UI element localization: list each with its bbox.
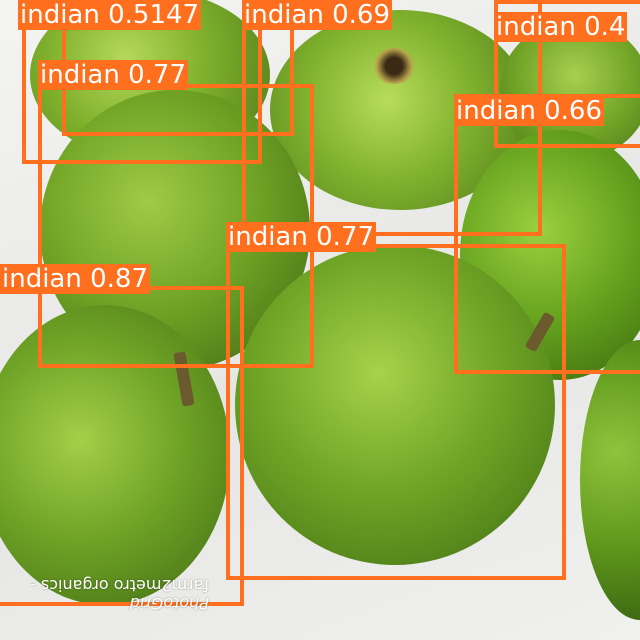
detection-label: indian 0.77 (226, 222, 376, 252)
detection-label: indian 0.5147 (18, 0, 202, 30)
mango-center (235, 245, 555, 565)
detection-label: indian 0.66 (454, 96, 604, 126)
watermark-line: farm2metro organics - (30, 576, 209, 595)
detection-box (226, 244, 566, 580)
detection-label: indian 0.69 (242, 0, 392, 30)
mango-bottom-right (580, 340, 640, 620)
detection-label: indian 0.77 (38, 60, 188, 90)
detection-label: indian 0.87 (0, 264, 150, 294)
mango-stem-end (372, 48, 416, 84)
watermark: PhotoGrid farm2metro organics - (30, 576, 209, 613)
watermark-line: PhotoGrid (129, 594, 209, 613)
detection-box (0, 286, 244, 606)
detection-box (22, 0, 262, 164)
detection-box (494, 0, 640, 148)
detection-label: indian 0.4 (494, 12, 628, 42)
